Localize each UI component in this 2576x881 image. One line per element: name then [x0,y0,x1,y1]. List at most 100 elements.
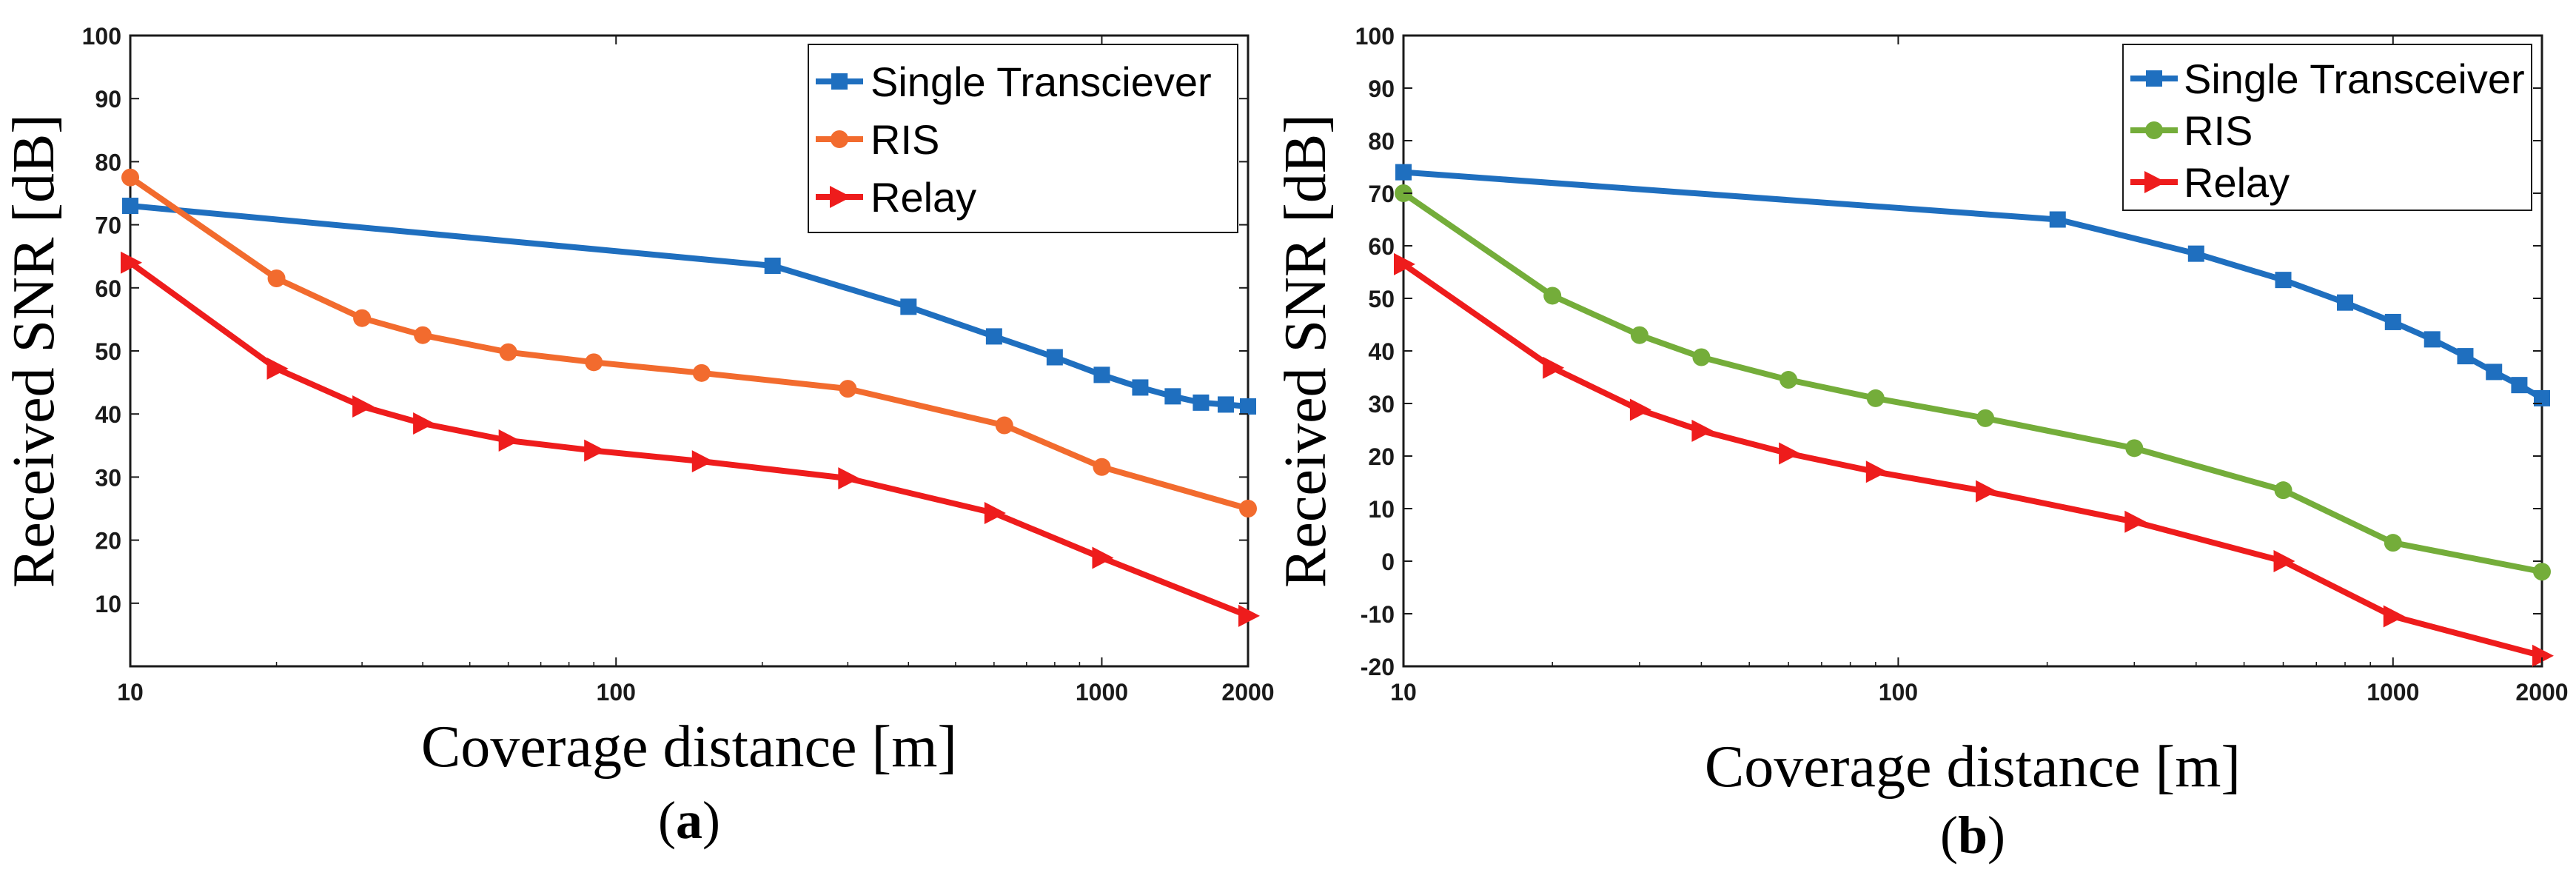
data-point [2511,377,2528,394]
caption-open: ( [658,791,676,850]
y-tick-label: 90 [1368,76,1395,102]
x-tick-label: 2000 [2515,679,2568,706]
data-point [1394,252,1415,275]
data-point [1046,349,1063,366]
legend-marker-shape [831,73,848,90]
legend-marker-0 [2146,70,2162,87]
data-point [1976,480,1998,503]
data-point [266,357,289,380]
data-point [1866,389,1885,407]
data-point [353,309,372,327]
legend-marker-1 [2145,121,2163,139]
data-point [1630,326,1648,344]
y-tick-label: 80 [95,149,121,175]
x-tick-label: 2000 [1221,679,1274,706]
data-point [1093,366,1110,383]
x-tick-label: 100 [597,679,636,706]
data-point [1132,379,1149,396]
data-point [584,439,606,462]
legend-marker-2 [830,186,851,208]
data-point [2274,481,2292,500]
data-point [2384,313,2401,330]
data-point [1395,164,1412,181]
y-tick-label: 100 [1355,23,1395,50]
data-point [2187,245,2204,262]
legend-marker-shape [2146,70,2162,87]
data-point [1543,356,1565,379]
data-point [764,257,781,274]
y-tick-label: 90 [95,86,121,113]
y-tick-label: 30 [95,464,121,491]
data-point [1238,604,1260,627]
data-point [2457,348,2474,365]
y-tick-label: 70 [95,212,121,239]
legend-marker-shape [2144,171,2166,193]
y-tick-label: -20 [1361,654,1395,680]
data-point [1692,348,1711,366]
caption-close: ) [702,791,720,850]
data-point [1239,500,1257,517]
data-point [1093,458,1111,476]
panel-a: 10 20 30 40 50 60 70 80 90 100 10 100 1000 2000 Recei… [1,23,1275,850]
y-tick-label: 50 [95,338,121,365]
x-tick-label: 1000 [1076,679,1128,706]
data-point [2534,389,2550,406]
legend-marker-0 [831,73,848,90]
y-axis-label: Received SNR [dB] [1,114,67,588]
data-point [2124,510,2147,533]
data-point [838,467,860,490]
data-point [1691,419,1714,442]
axis-ticks: -20 -10 0 10 20 30 40 50 60 70 80 90 100 10 100 1000 200… [1355,23,2569,706]
legend-label-0: Single Transciever [871,58,1212,105]
x-tick-label: 10 [117,679,144,706]
panel-caption: (a) [658,791,720,850]
data-point [413,412,435,435]
data-point [267,269,286,288]
panel-b: -20 -10 0 10 20 30 40 50 60 70 80 90 100 10 100 1000 200… [1273,23,2569,865]
y-tick-label: -10 [1361,601,1395,628]
data-point [985,328,1002,345]
axis-ticks: 10 20 30 40 50 60 70 80 90 100 10 100 1000 2000 [82,23,1275,706]
data-point [900,298,917,315]
data-point [2532,644,2554,667]
legend-marker-shape [830,186,851,208]
data-point [121,168,139,187]
x-tick-label: 1000 [2367,679,2419,706]
caption-open: ( [1940,805,1958,865]
data-point [1193,394,1210,411]
data-point [1865,460,1888,483]
y-tick-label: 100 [82,23,121,50]
legend-box [808,44,1238,233]
data-series-layer [121,168,1260,627]
data-point [691,450,714,473]
legend-label-2: Relay [871,174,976,221]
data-point [1629,398,1651,421]
caption-close: ) [1988,805,2005,865]
legend-label-1: RIS [2184,107,2253,154]
y-tick-label: 10 [1368,496,1395,523]
data-point [2273,550,2295,572]
y-tick-label: 80 [1368,128,1395,155]
data-point [499,343,517,361]
y-tick-label: 10 [95,591,121,617]
x-axis-label: Coverage distance [m] [1705,734,2241,800]
data-point [1092,546,1114,569]
y-tick-label: 50 [1368,286,1395,312]
data-point [1217,396,1234,413]
legend-label-1: RIS [871,116,939,163]
data-point [2275,272,2292,289]
legend: Single Transceiver RIS Relay [2122,44,2532,211]
x-tick-label: 100 [1879,679,1918,706]
data-point [122,198,138,215]
legend-box [2122,44,2532,211]
data-point [498,429,520,452]
y-tick-label: 60 [1368,233,1395,260]
y-tick-label: 30 [1368,391,1395,418]
panel-caption: (b) [1940,805,2005,865]
x-tick-label: 10 [1390,679,1417,706]
y-tick-label: 70 [1368,181,1395,207]
data-point [692,364,711,382]
y-tick-label: 40 [1368,338,1395,365]
data-point [839,380,857,398]
